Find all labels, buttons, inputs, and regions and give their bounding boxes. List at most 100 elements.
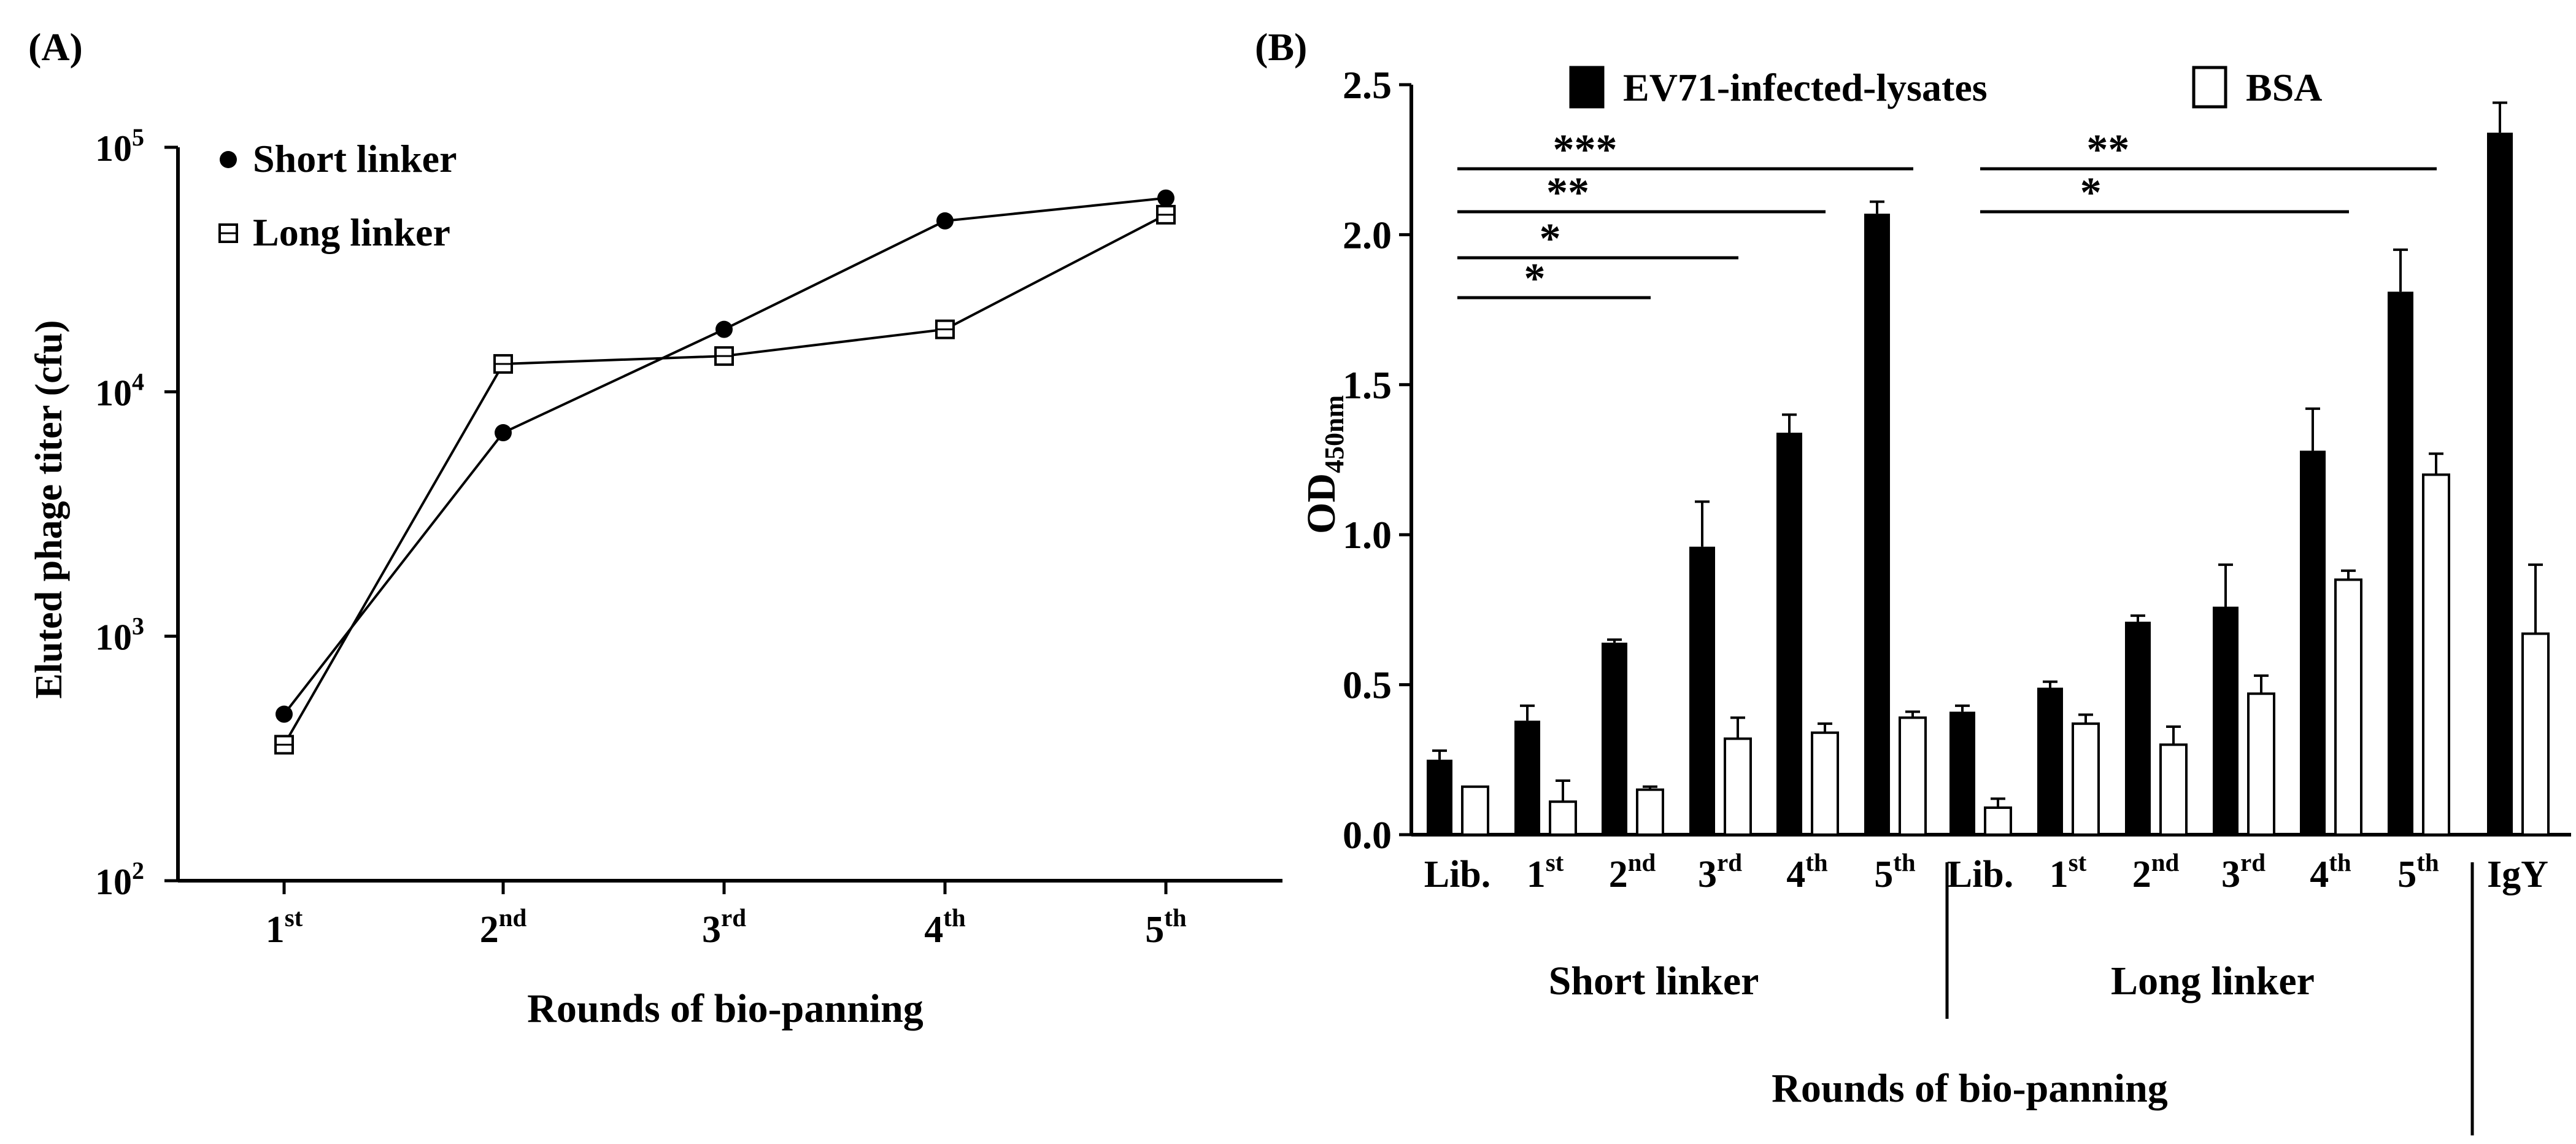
b-y-tick-label: 1.5 — [1343, 363, 1392, 407]
panel-a-series — [274, 189, 1176, 755]
b-y-tick-label: 0.5 — [1343, 663, 1392, 707]
a-x-tick-label: 5th — [1145, 903, 1187, 951]
a-y-tick-label: 105 — [95, 123, 144, 169]
b-x-tick-label: 1st — [2050, 848, 2087, 895]
b-x-tick-label: 2nd — [2132, 848, 2180, 895]
a-legend-marker — [220, 151, 237, 168]
panel-a-x-ticks: 1st 2nd 3rd 4th 5th — [266, 881, 1187, 951]
a-x-tick-label: 1st — [266, 903, 303, 951]
b-bar-ev71 — [1776, 433, 1802, 835]
b-bar-bsa — [1549, 800, 1577, 837]
b-x-tick-label-sup: rd — [1717, 848, 1742, 876]
b-bar-ev71 — [2125, 621, 2151, 835]
b-x-tick-label-base: 5 — [2397, 854, 2416, 895]
a-y-tick-label-sup: 3 — [132, 613, 144, 640]
b-x-tick-label-base: 2 — [2132, 854, 2151, 895]
b-x-tick-label-base: 4 — [1786, 854, 1805, 895]
a-y-tick-label: 102 — [95, 857, 144, 902]
b-x-tick-label-base: Lib. — [1424, 854, 1491, 895]
b-bar-ev71 — [1864, 214, 1890, 835]
b-bar-ev71 — [2487, 133, 2513, 835]
a-x-tick-label: 4th — [924, 903, 966, 951]
b-y-tick-label: 0.0 — [1343, 813, 1392, 857]
a-x-tick-label-base: 2 — [480, 909, 499, 951]
b-x-tick-label-base: 4 — [2310, 854, 2329, 895]
a-y-tick-label-base: 10 — [95, 128, 132, 169]
b-bar-ev71 — [2213, 606, 2239, 835]
a-x-tick-label-sup: st — [285, 903, 303, 932]
b-significance-stars: ** — [2086, 126, 2129, 174]
b-bar-ev71 — [1514, 721, 1540, 835]
b-bar-bsa — [2334, 578, 2362, 837]
b-significance-stars: ** — [1546, 169, 1589, 217]
panel-b-legend: EV71-infected-lysates BSA — [1569, 66, 2323, 109]
a-point-short-linker — [1157, 189, 1174, 207]
a-x-tick-label: 2nd — [480, 903, 527, 951]
a-x-tick-label-base: 4 — [924, 909, 943, 951]
b-x-tick-label-base: 2 — [1609, 854, 1628, 895]
b-bar-bsa — [1724, 737, 1752, 836]
b-x-tick-label-sup: nd — [2151, 848, 2180, 876]
b-x-tick-label: Lib. — [1947, 854, 2014, 895]
b-bar-bsa — [1636, 788, 1664, 837]
panel-a-axes — [176, 147, 1282, 883]
a-point-short-linker — [276, 705, 293, 723]
b-x-tick-label-sup: st — [1546, 848, 1564, 876]
b-significance-stars: * — [1524, 255, 1546, 303]
a-x-tick-label-base: 5 — [1145, 909, 1164, 951]
b-bar-bsa — [1461, 785, 1489, 836]
b-y-tick-label: 2.0 — [1343, 213, 1392, 257]
b-group-label: Long linker — [2111, 959, 2315, 1003]
b-bar-bsa — [2072, 722, 2100, 837]
b-significance-stars: * — [2080, 169, 2102, 217]
b-legend-swatch — [1569, 66, 1605, 109]
a-y-tick-label-base: 10 — [95, 617, 132, 658]
b-x-tick-label: 5th — [2397, 848, 2439, 895]
b-x-tick-label: Lib. — [1424, 854, 1491, 895]
b-bar-bsa — [1811, 731, 1839, 836]
b-legend-swatch — [2192, 66, 2227, 109]
panel-b-label: (B) — [1255, 25, 1307, 69]
b-y-tick-label: 1.0 — [1343, 513, 1392, 557]
panel-b-x-axis-label: Rounds of bio-panning — [1772, 1066, 2168, 1111]
b-x-tick-label-base: 3 — [2221, 854, 2240, 895]
b-bar-ev71 — [2037, 687, 2063, 835]
b-legend-label: EV71-infected-lysates — [1623, 66, 1988, 109]
b-x-tick-label-base: 1 — [1527, 854, 1546, 895]
panel-a-x-axis-label: Rounds of bio-panning — [527, 986, 924, 1031]
b-bar-bsa — [1984, 806, 2012, 837]
panel-b-x-ticks: Lib. 1st 2nd 3rd 4th 5th Lib. 1st 2nd 3rd 4th 5th Ig… — [1424, 848, 2548, 895]
a-y-tick-label-base: 10 — [95, 373, 132, 413]
a-x-tick-label-base: 1 — [266, 909, 285, 951]
y-label-main: OD — [1299, 473, 1344, 534]
b-x-tick-label: 1st — [1527, 848, 1564, 895]
b-bar-bsa — [1899, 716, 1927, 837]
b-x-tick-label-sup: th — [2329, 848, 2351, 876]
b-bar-ev71 — [1689, 546, 1715, 835]
panel-b-y-axis-label: OD450nm — [1299, 395, 1349, 534]
a-x-tick-label: 3rd — [702, 903, 746, 951]
b-x-tick-label-base: IgY — [2487, 854, 2548, 895]
panel-a-y-axis-label: Eluted phage titer (cfu) — [28, 320, 70, 698]
b-significance-stars: * — [1540, 215, 1561, 263]
b-x-tick-label-sup: st — [2069, 848, 2087, 876]
a-legend-label: Short linker — [253, 137, 457, 180]
a-y-tick-label-base: 10 — [95, 862, 132, 902]
a-y-tick-label-sup: 5 — [132, 123, 144, 151]
b-bar-bsa — [2422, 473, 2450, 836]
b-x-tick-label: IgY — [2487, 854, 2548, 895]
b-x-tick-label: 4th — [1786, 848, 1828, 895]
b-x-tick-label-sup: th — [1893, 848, 1916, 876]
a-point-short-linker — [936, 212, 954, 230]
y-label-subscript: 450nm — [1319, 395, 1349, 473]
b-x-tick-label-sup: nd — [1628, 848, 1656, 876]
a-x-tick-label-sup: th — [943, 903, 966, 932]
a-series-line — [283, 196, 1167, 715]
b-legend-label: BSA — [2246, 66, 2323, 109]
panel-b-y-ticks: 0.0 0.5 1.0 1.5 2.0 2.5 — [1343, 63, 1411, 857]
b-x-tick-label: 3rd — [1698, 848, 1742, 895]
b-bar-ev71 — [2388, 292, 2413, 835]
